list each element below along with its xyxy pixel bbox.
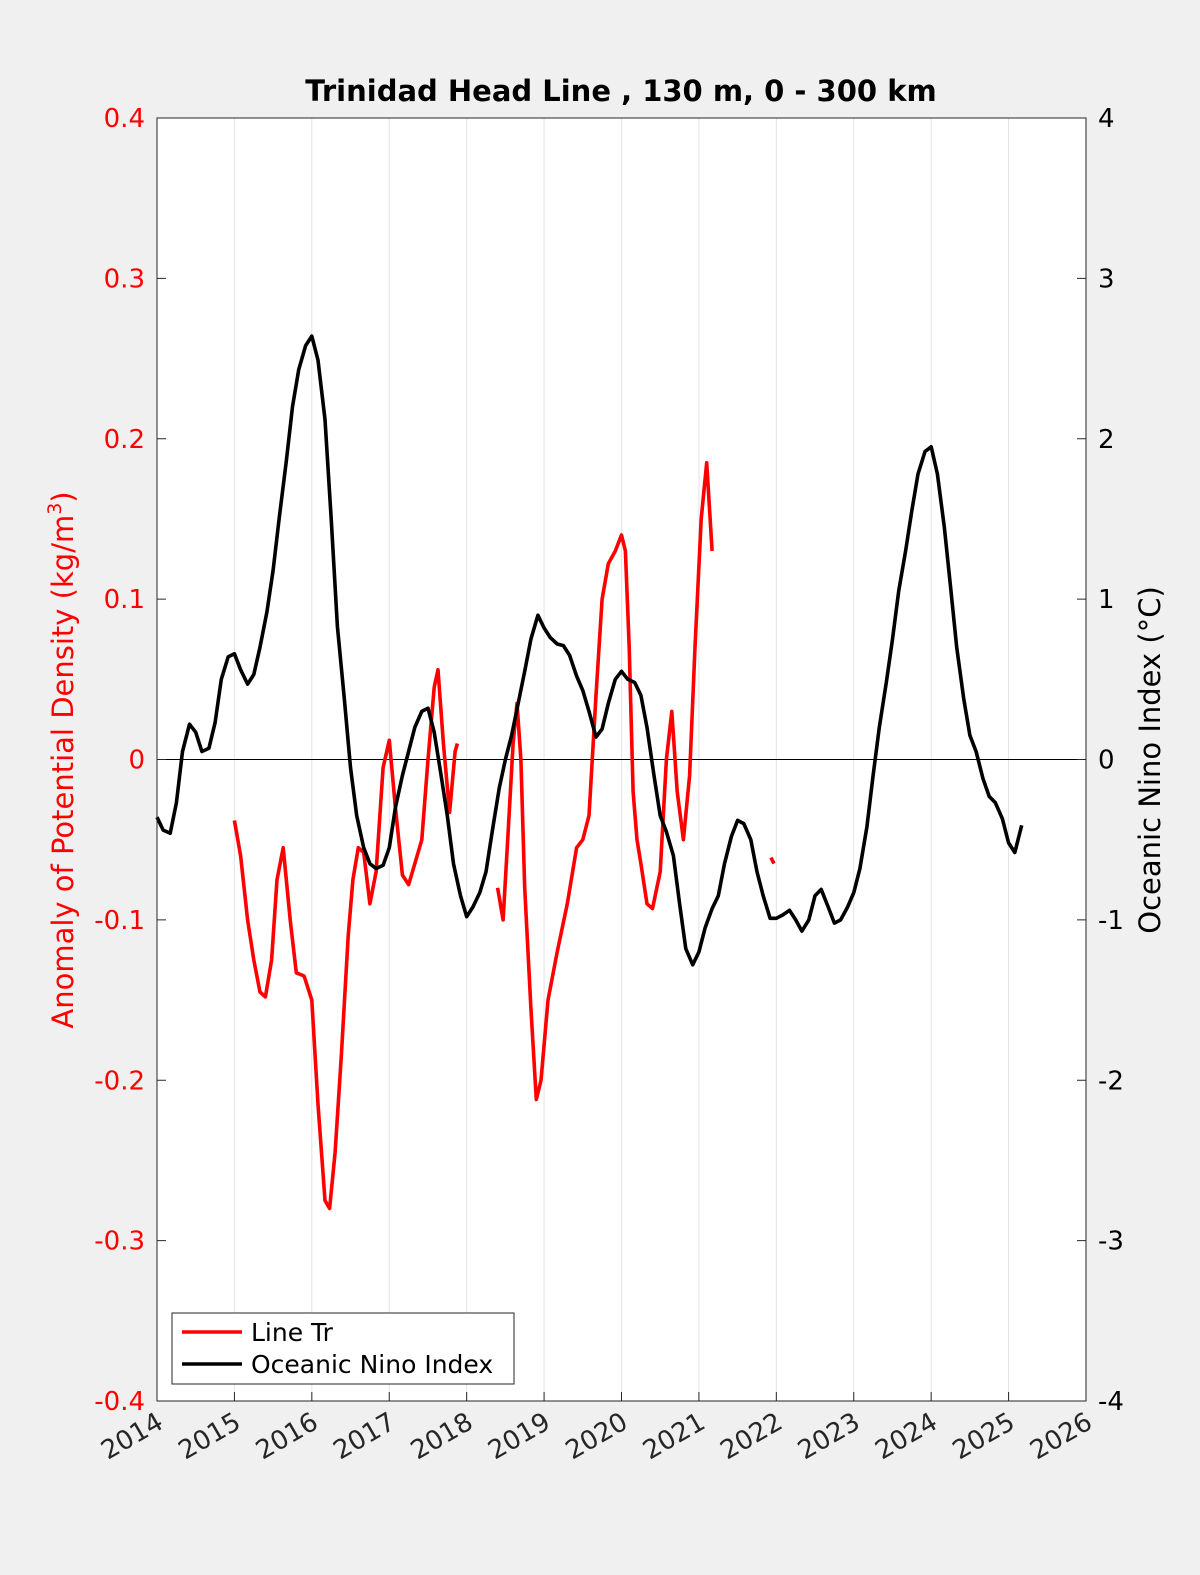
legend-line-tr-label: Line Tr	[251, 1318, 334, 1347]
series-layer	[155, 334, 1024, 1211]
legend-box	[171, 1312, 515, 1385]
legend-oni-label: Oceanic Nino Index	[251, 1350, 493, 1379]
y-left-axis-label-close: )	[46, 491, 80, 502]
y-left-tick-label: -0.3	[94, 1227, 145, 1257]
y-left-tick-label: 0.1	[104, 585, 145, 615]
y-left-axis-label-main: Anomaly of Potential Density (kg/m	[46, 515, 80, 1029]
y-right-axis-label: Oceanic Nino Index (°C)	[1133, 586, 1167, 934]
series-oni-line	[155, 334, 1024, 967]
y-right-tick-label: 4	[1098, 104, 1115, 134]
y-right-tick-label: 0	[1098, 746, 1115, 776]
y-left-tick-label: 0	[128, 746, 145, 776]
y-right-tick-label: -2	[1098, 1066, 1124, 1096]
y-left-tick-label: 0.2	[104, 425, 145, 455]
y-left-axis-label: Anomaly of Potential Density (kg/m3)	[44, 491, 80, 1028]
y-right-tick-label: 3	[1098, 264, 1115, 294]
y-left-tick-label: 0.3	[104, 264, 145, 294]
y-left-tick-label: 0.4	[104, 104, 145, 134]
series-line-tr-line	[495, 460, 714, 1102]
y-left-tick-label: -0.4	[94, 1387, 145, 1417]
chart-title: Trinidad Head Line , 130 m, 0 - 300 km	[305, 74, 936, 108]
y-right-tick-label: -3	[1098, 1227, 1124, 1257]
series-line-tr-line	[232, 667, 460, 1211]
series-line-tr-point	[769, 856, 776, 865]
axis-layer: 2014 2015 2016 2017 2018 2019 2020 2021 2022 2023…	[94, 104, 1124, 1466]
legend: Line Tr Oceanic Nino Index	[171, 1312, 515, 1385]
y-right-tick-label: -1	[1098, 906, 1124, 936]
y-left-tick-label: -0.2	[94, 1066, 145, 1096]
y-right-tick-label: 1	[1098, 585, 1115, 615]
y-right-tick-label: 2	[1098, 425, 1115, 455]
y-left-tick-label: -0.1	[94, 906, 145, 936]
y-right-tick-label: -4	[1098, 1387, 1124, 1417]
y-left-axis-label-sup: 3	[44, 503, 66, 515]
